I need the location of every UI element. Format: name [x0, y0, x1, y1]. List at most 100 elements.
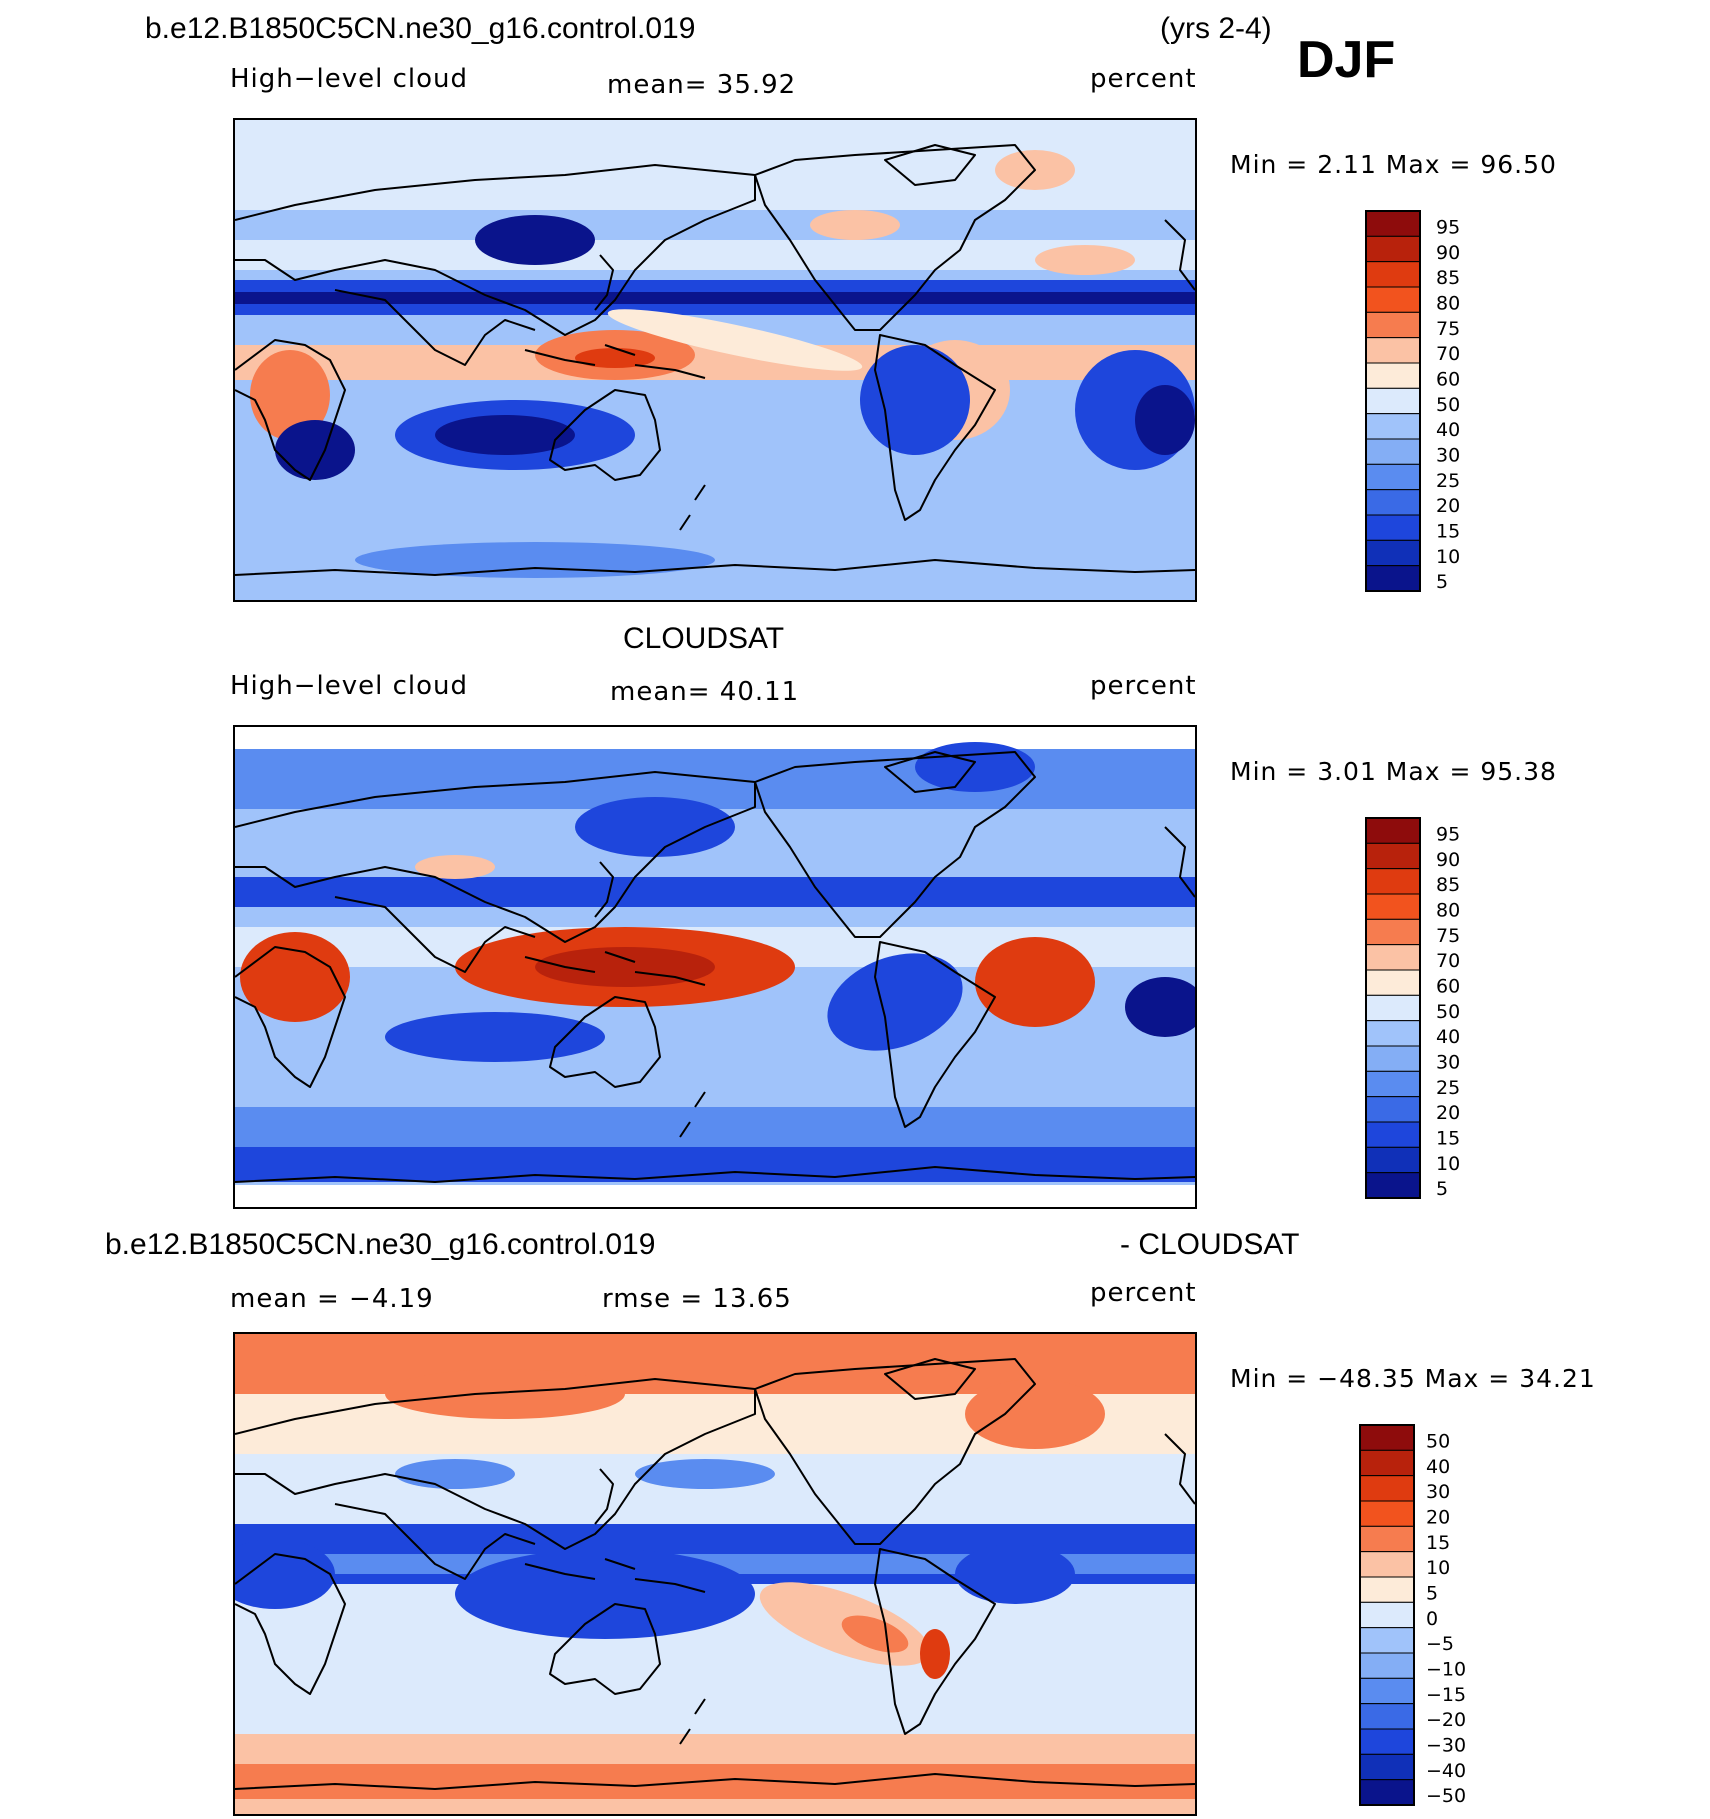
colorbar-cell-8: [1359, 1627, 1415, 1654]
africa-high: [240, 932, 350, 1022]
colorbar-cell-9: [1365, 438, 1421, 465]
coastline-0: [235, 946, 346, 1088]
colorbar-cell-14: [1365, 1172, 1421, 1199]
panel1-colorbar: 95 90 85 80 75 70 60 50 40 30 25 20 15 10 5: [1365, 210, 1476, 593]
panel2-mean: mean= 40.11: [610, 677, 800, 707]
coastline-11: [235, 1773, 1195, 1790]
colorbar-label: 95: [1436, 823, 1460, 845]
colorbar-label: 90: [1436, 849, 1460, 871]
south-africa-low: [275, 420, 355, 480]
colorbar-cell-9: [1359, 1652, 1415, 1679]
colorbar-label: 10: [1426, 1557, 1450, 1579]
coastline-7: [754, 144, 1036, 331]
amazon-negative: [955, 1544, 1075, 1604]
colorbar-label: −10: [1426, 1658, 1466, 1680]
southern-ring: [355, 542, 715, 578]
panel1-variable-label: High−level cloud: [230, 64, 469, 94]
colorbar-cell-6: [1365, 362, 1421, 389]
colorbar-label: −5: [1426, 1633, 1454, 1655]
coastline-2: [334, 896, 536, 973]
coastline-1: [235, 1378, 756, 1550]
coastline-3: [594, 861, 614, 918]
colorbar-label: 20: [1436, 1102, 1460, 1124]
coastline-4: [524, 1558, 706, 1593]
colorbar-cell-5: [1365, 337, 1421, 364]
colorbar-cell-11: [1365, 489, 1421, 516]
colorbar-cell-0: [1365, 210, 1421, 237]
south-atlantic-low: [1125, 977, 1195, 1037]
colorbar-label: 20: [1426, 1506, 1450, 1528]
africa-negative: [235, 1539, 335, 1609]
siberia-positive: [385, 1369, 625, 1419]
panel3-minmax: Min = −48.35 Max = 34.21: [1230, 1364, 1596, 1393]
colorbar-label: 75: [1436, 925, 1460, 947]
colorbar-label: −15: [1426, 1684, 1466, 1706]
colorbar-label: 80: [1436, 292, 1460, 314]
colorbar-label: 0: [1426, 1608, 1438, 1630]
colorbar-cell-12: [1359, 1728, 1415, 1755]
panel1-map: [233, 118, 1197, 602]
colorbar-cell-9: [1365, 1045, 1421, 1072]
colorbar-cell-12: [1365, 1121, 1421, 1148]
colorbar-cell-0: [1359, 1424, 1415, 1451]
coastline-3: [594, 1468, 614, 1525]
storm-track-core: [235, 292, 1195, 304]
indian-ocean-core: [435, 415, 575, 455]
colorbar-cell-4: [1365, 311, 1421, 339]
colorbar-label: 15: [1426, 1532, 1450, 1554]
coastline-7: [754, 1358, 1036, 1545]
coastline-0: [235, 339, 346, 481]
colorbar-label: 15: [1436, 1127, 1460, 1149]
north-atlantic-patch: [1035, 245, 1135, 275]
colorbar-cell-7: [1365, 994, 1421, 1022]
coastline-8: [884, 144, 976, 186]
panel3-units: percent: [1090, 1278, 1197, 1308]
panel1-mean: mean= 35.92: [607, 70, 797, 100]
panel2-colorbar: 95 90 85 80 75 70 60 50 40 30 25 20 15 10 5: [1365, 817, 1476, 1200]
colorbar-frame: [1359, 1424, 1415, 1806]
panel2-variable-label: High−level cloud: [230, 671, 469, 701]
east-pacific-core: [841, 1615, 909, 1653]
season-label: DJF: [1297, 31, 1396, 89]
colorbar-cell-10: [1365, 1070, 1421, 1098]
colorbar-cell-11: [1365, 1096, 1421, 1123]
colorbar-cell-5: [1365, 944, 1421, 971]
coastline-0: [235, 1553, 346, 1695]
colorbar-label: 95: [1436, 216, 1460, 238]
colorbar-label: 80: [1436, 899, 1460, 921]
asia-negative-patch: [395, 1459, 515, 1489]
colorbar-frame: [1365, 817, 1421, 1199]
colorbar-label: 30: [1436, 444, 1460, 466]
colorbar-cell-8: [1365, 1020, 1421, 1047]
colorbar-label: 85: [1436, 267, 1460, 289]
colorbar-cell-2: [1359, 1475, 1415, 1502]
colorbar-cell-14: [1359, 1779, 1415, 1806]
colorbar-cell-3: [1365, 893, 1421, 920]
colorbar-cell-3: [1359, 1500, 1415, 1527]
panel2-minmax: Min = 3.01 Max = 95.38: [1230, 757, 1557, 786]
colorbar-label: −30: [1426, 1734, 1466, 1756]
coastline-5: [549, 389, 661, 481]
colorbar-cell-3: [1365, 286, 1421, 313]
colorbar-label: 90: [1436, 242, 1460, 264]
colorbar-cell-13: [1359, 1753, 1415, 1781]
colorbar-label: 5: [1436, 1178, 1448, 1200]
colorbar-cell-0: [1365, 817, 1421, 844]
colorbar-cell-2: [1365, 261, 1421, 288]
colorbar-label: 70: [1436, 950, 1460, 972]
colorbar-label: 50: [1436, 394, 1460, 416]
coastline-5: [549, 1603, 661, 1695]
coastline-2: [334, 1503, 536, 1580]
coastline-8: [884, 751, 976, 793]
colorbar-label: 25: [1436, 1077, 1460, 1099]
africa-high: [250, 350, 330, 440]
amazon-high: [975, 937, 1095, 1027]
coastline-4: [524, 344, 706, 379]
colorbar-cell-13: [1365, 1146, 1421, 1174]
colorbar-label: 10: [1436, 546, 1460, 568]
colorbar-label: 40: [1436, 419, 1460, 441]
colorbar-label: 60: [1436, 368, 1460, 390]
coastline-6: [679, 1091, 706, 1138]
panel2-title: CLOUDSAT: [623, 622, 785, 655]
coastline-5: [549, 996, 661, 1088]
